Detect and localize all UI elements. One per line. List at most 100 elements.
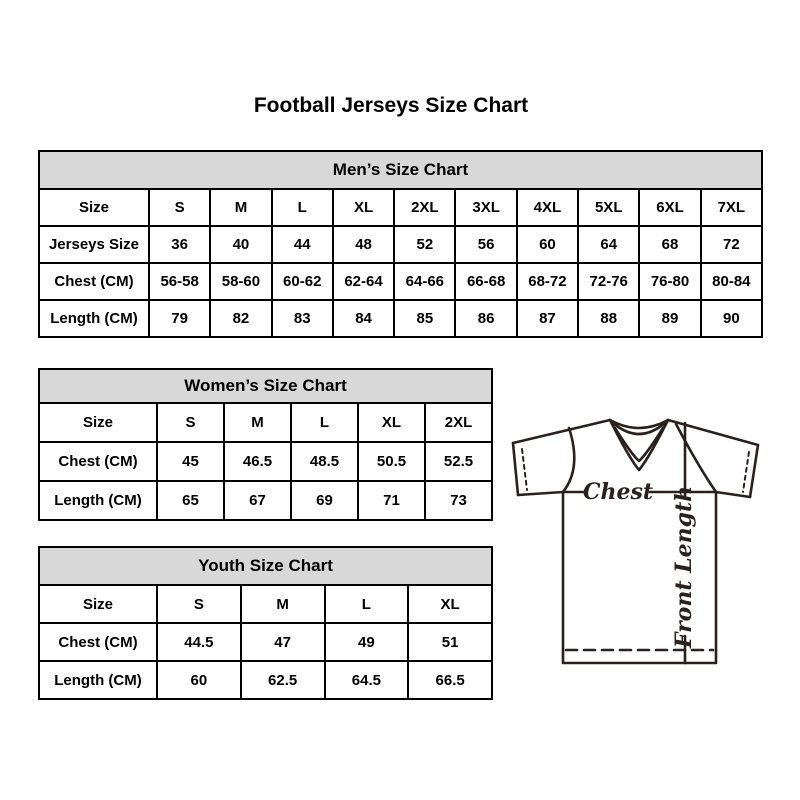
row-label: Chest (CM) bbox=[38, 622, 158, 662]
cell-value: 3XL bbox=[454, 188, 518, 227]
cell-value: 47 bbox=[239, 622, 326, 662]
youth-table: Youth Size Chart Size S M L XL Chest (CM) 44.5 4… bbox=[38, 546, 493, 700]
jersey-vneck-outer bbox=[608, 418, 670, 472]
jersey-collar-band-top bbox=[608, 418, 670, 430]
cell-value: L bbox=[270, 188, 334, 227]
jersey-body-outline bbox=[561, 490, 718, 665]
row-label: Chest (CM) bbox=[38, 262, 150, 301]
cell-value: 89 bbox=[638, 299, 702, 338]
cell-value: M bbox=[209, 188, 273, 227]
cell-value: 64 bbox=[577, 225, 641, 264]
jersey-left-cuff-dashed-line bbox=[521, 448, 528, 491]
cell-value: 87 bbox=[515, 299, 580, 338]
row-label: Size bbox=[38, 188, 150, 227]
cell-value: 82 bbox=[209, 299, 273, 338]
cell-value: 62.5 bbox=[239, 660, 326, 700]
womens-table: Women’s Size Chart Size S M L XL 2XL Chest (CM)… bbox=[38, 368, 493, 521]
chest-label: Chest bbox=[583, 479, 653, 505]
cell-value: L bbox=[290, 402, 359, 443]
cell-value: 52.5 bbox=[424, 441, 493, 482]
cell-value: 68 bbox=[638, 225, 702, 264]
table-row: Length (CM) 79 82 83 84 85 86 87 88 89 90 bbox=[38, 299, 764, 338]
cell-value: 60 bbox=[515, 225, 580, 264]
cell-value: 90 bbox=[699, 299, 764, 338]
cell-value: 44.5 bbox=[156, 622, 242, 662]
cell-value: 56-58 bbox=[147, 262, 212, 301]
table-title-row: Youth Size Chart bbox=[38, 546, 493, 586]
mens-table: Men’s Size Chart Size S M L XL 2XL 3XL 4XL 5XL 6XL… bbox=[38, 150, 764, 338]
cell-value: 88 bbox=[577, 299, 641, 338]
cell-value: 40 bbox=[209, 225, 273, 264]
cell-value: 84 bbox=[331, 299, 396, 338]
cell-value: 6XL bbox=[638, 188, 702, 227]
cell-value: 76-80 bbox=[638, 262, 702, 301]
table-row: Size S M L XL 2XL 3XL 4XL 5XL 6XL 7XL bbox=[38, 188, 764, 227]
cell-value: 85 bbox=[393, 299, 457, 338]
table-row: Length (CM) 65 67 69 71 73 bbox=[38, 480, 493, 521]
cell-value: S bbox=[156, 584, 242, 624]
cell-value: 2XL bbox=[393, 188, 457, 227]
cell-value: 46.5 bbox=[223, 441, 292, 482]
cell-value: 62-64 bbox=[331, 262, 396, 301]
jersey-left-cuff-edge bbox=[511, 441, 520, 497]
cell-value: XL bbox=[331, 188, 396, 227]
front-length-label: Front Length bbox=[671, 486, 697, 649]
table-row: Size S M L XL 2XL bbox=[38, 402, 493, 443]
cell-value: 7XL bbox=[699, 188, 764, 227]
cell-value: 49 bbox=[323, 622, 410, 662]
cell-value: 5XL bbox=[577, 188, 641, 227]
cell-value: 83 bbox=[270, 299, 334, 338]
row-label: Length (CM) bbox=[38, 480, 158, 521]
cell-value: 44 bbox=[270, 225, 334, 264]
cell-value: 64-66 bbox=[393, 262, 457, 301]
cell-value: 68-72 bbox=[515, 262, 580, 301]
cell-value: 56 bbox=[454, 225, 518, 264]
row-label: Chest (CM) bbox=[38, 441, 158, 482]
page-title: Football Jerseys Size Chart bbox=[253, 94, 529, 117]
jersey-vneck-inner bbox=[613, 426, 665, 463]
table-row: Chest (CM) 45 46.5 48.5 50.5 52.5 bbox=[38, 441, 493, 482]
womens-size-chart-table: Women’s Size Chart Size S M L XL 2XL Chest (CM)… bbox=[38, 368, 493, 521]
mens-table-title: Men’s Size Chart bbox=[38, 150, 763, 190]
jersey-right-cuff-dashed-line bbox=[742, 451, 750, 493]
row-label: Jerseys Size bbox=[38, 225, 150, 264]
cell-value: 48 bbox=[331, 225, 396, 264]
cell-value: 79 bbox=[147, 299, 212, 338]
cell-value: 66-68 bbox=[454, 262, 518, 301]
cell-value: S bbox=[156, 402, 225, 443]
cell-value: 73 bbox=[424, 480, 493, 521]
cell-value: 2XL bbox=[424, 402, 493, 443]
row-label: Length (CM) bbox=[38, 660, 158, 700]
cell-value: 36 bbox=[147, 225, 212, 264]
cell-value: 60-62 bbox=[270, 262, 334, 301]
cell-value: 80-84 bbox=[699, 262, 764, 301]
row-label: Length (CM) bbox=[38, 299, 150, 338]
cell-value: 51 bbox=[407, 622, 493, 662]
cell-value: XL bbox=[407, 584, 493, 624]
table-row: Chest (CM) 44.5 47 49 51 bbox=[38, 622, 493, 662]
cell-value: 69 bbox=[290, 480, 359, 521]
cell-value: 4XL bbox=[515, 188, 580, 227]
cell-value: 48.5 bbox=[290, 441, 359, 482]
jersey-measurement-diagram: Chest Front Length bbox=[511, 418, 760, 665]
cell-value: 86 bbox=[454, 299, 518, 338]
table-row: Size S M L XL bbox=[38, 584, 493, 624]
cell-value: 65 bbox=[156, 480, 225, 521]
jersey-collar-band-bottom bbox=[610, 420, 668, 436]
table-title-row: Women’s Size Chart bbox=[38, 368, 493, 404]
cell-value: M bbox=[223, 402, 292, 443]
cell-value: 58-60 bbox=[209, 262, 273, 301]
cell-value: 71 bbox=[357, 480, 426, 521]
cell-value: S bbox=[147, 188, 212, 227]
row-label: Size bbox=[38, 402, 158, 443]
cell-value: 64.5 bbox=[323, 660, 410, 700]
cell-value: L bbox=[323, 584, 410, 624]
cell-value: 72-76 bbox=[577, 262, 641, 301]
jersey-left-armhole-seam bbox=[561, 426, 576, 494]
table-row: Chest (CM) 56-58 58-60 60-62 62-64 64-66 66-68… bbox=[38, 262, 764, 301]
jersey-left-shoulder-line bbox=[511, 418, 612, 445]
table-title-row: Men’s Size Chart bbox=[38, 150, 763, 190]
cell-value: 50.5 bbox=[357, 441, 426, 482]
table-row: Length (CM) 60 62.5 64.5 66.5 bbox=[38, 660, 493, 700]
jersey-right-armhole-seam bbox=[674, 422, 718, 494]
